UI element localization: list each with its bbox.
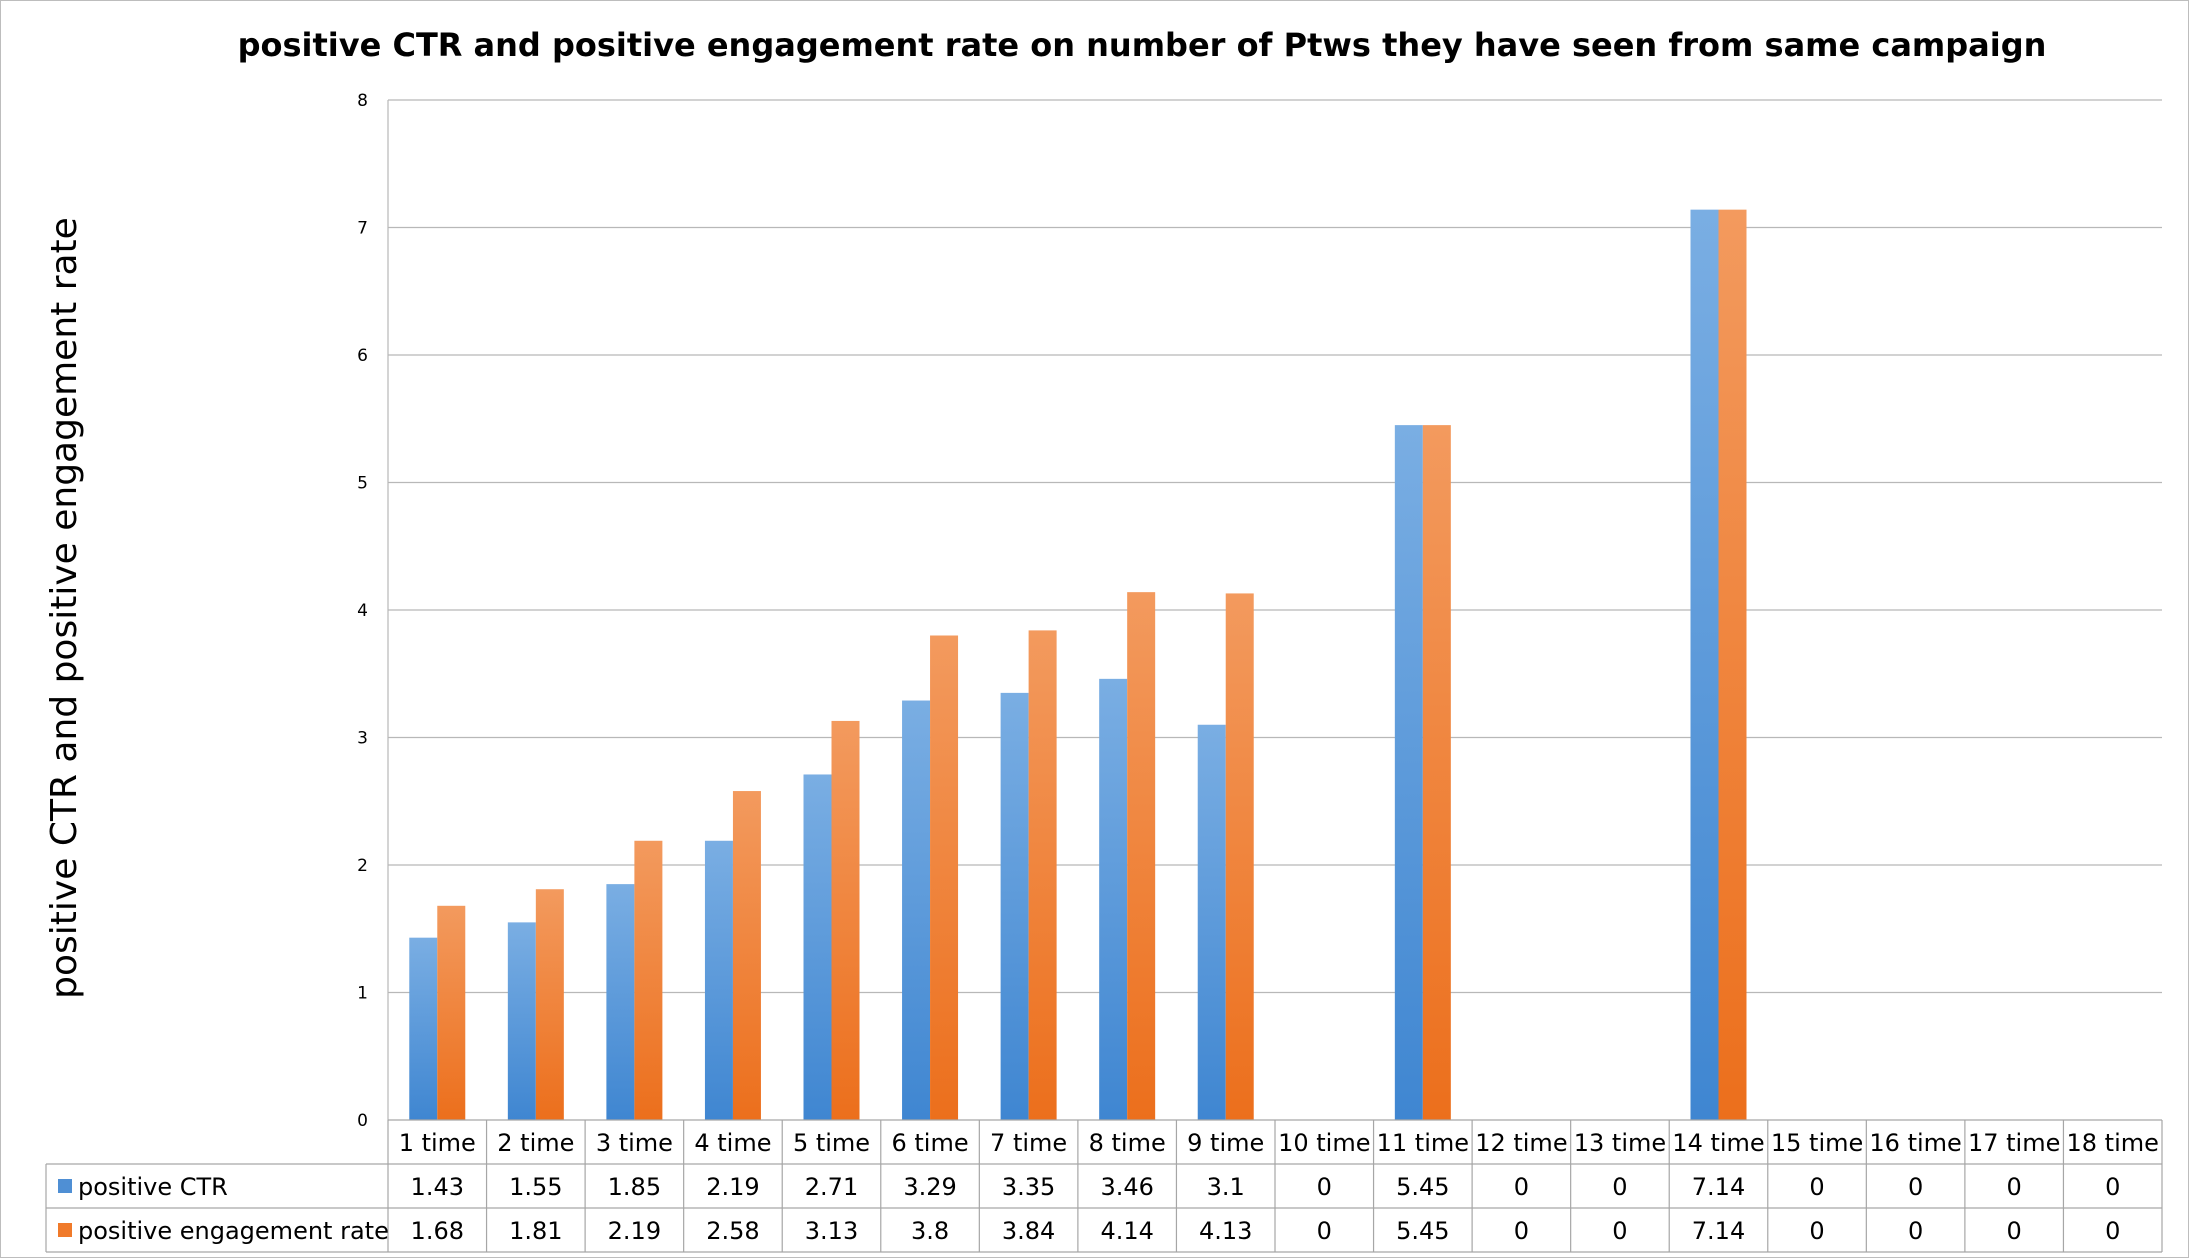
- table-cell-value: 0: [1809, 1173, 1824, 1201]
- y-tick-label: 8: [357, 91, 368, 111]
- bar-positive-engagement-rate: [831, 720, 860, 1120]
- bar-positive-ctr: [1000, 692, 1029, 1120]
- table-cell-value: 3.8: [911, 1217, 949, 1245]
- category-label: 9 time: [1187, 1129, 1264, 1157]
- table-cell-value: 7.14: [1692, 1217, 1745, 1245]
- bar-positive-ctr: [1099, 678, 1128, 1120]
- category-label: 2 time: [497, 1129, 574, 1157]
- bar-positive-ctr: [1197, 724, 1226, 1120]
- bar-positive-ctr: [704, 840, 733, 1120]
- category-label: 3 time: [596, 1129, 673, 1157]
- legend-swatch: [58, 1223, 72, 1237]
- table-cell-value: 0: [1514, 1173, 1529, 1201]
- table-cell-value: 5.45: [1396, 1173, 1449, 1201]
- category-label: 18 time: [2067, 1129, 2159, 1157]
- category-label: 17 time: [1968, 1129, 2060, 1157]
- table-cell-value: 0: [1514, 1217, 1529, 1245]
- y-tick-label: 6: [357, 346, 368, 366]
- table-cell-value: 2.19: [706, 1173, 759, 1201]
- category-label: 8 time: [1089, 1129, 1166, 1157]
- chart-title: positive CTR and positive engagement rat…: [238, 26, 2047, 64]
- bar-positive-engagement-rate: [930, 635, 959, 1120]
- table-cell-value: 3.13: [805, 1217, 858, 1245]
- y-tick-label: 5: [357, 474, 368, 494]
- category-label: 4 time: [694, 1129, 771, 1157]
- table-cell-value: 0: [2007, 1173, 2022, 1201]
- category-label: 11 time: [1377, 1129, 1469, 1157]
- legend-label: positive engagement rate: [78, 1217, 389, 1245]
- y-tick-label: 2: [357, 856, 368, 876]
- table-cell-value: 0: [1612, 1173, 1627, 1201]
- bar-positive-engagement-rate: [1718, 209, 1747, 1120]
- table-cell-value: 3.29: [903, 1173, 956, 1201]
- table-cell-value: 0: [1908, 1173, 1923, 1201]
- table-cell-value: 0: [2105, 1217, 2120, 1245]
- bar-positive-ctr: [507, 922, 536, 1120]
- table-cell-value: 1.55: [509, 1173, 562, 1201]
- category-label: 15 time: [1771, 1129, 1863, 1157]
- y-axis-label: positive CTR and positive engagement rat…: [44, 217, 85, 999]
- table-cell-value: 1.85: [608, 1173, 661, 1201]
- bar-positive-engagement-rate: [1028, 630, 1057, 1120]
- bar-positive-engagement-rate: [1127, 592, 1156, 1120]
- y-tick-label: 4: [357, 601, 368, 621]
- table-cell-value: 3.84: [1002, 1217, 1055, 1245]
- table-cell-value: 0: [1908, 1217, 1923, 1245]
- bar-positive-ctr: [902, 700, 931, 1120]
- bars: [409, 209, 1747, 1120]
- table-cell-value: 0: [2007, 1217, 2022, 1245]
- bar-positive-engagement-rate: [732, 791, 761, 1120]
- category-label: 1 time: [399, 1129, 476, 1157]
- table-cell-value: 2.71: [805, 1173, 858, 1201]
- table-cell-value: 1.43: [411, 1173, 464, 1201]
- category-label: 10 time: [1278, 1129, 1370, 1157]
- legend-swatch: [58, 1179, 72, 1193]
- table-cell-value: 0: [1317, 1217, 1332, 1245]
- table-cell-value: 2.58: [706, 1217, 759, 1245]
- data-table: 1 time 2 time 3 time 4 time 5 time 6 time 7 ti…: [45, 1119, 2163, 1253]
- bar-positive-engagement-rate: [535, 889, 564, 1120]
- y-axis-ticks: 0 1 2 3 4 5 6 7 8: [357, 91, 368, 1131]
- table-cell-value: 1.81: [509, 1217, 562, 1245]
- table-cell-value: 5.45: [1396, 1217, 1449, 1245]
- table-cell-value: 2.19: [608, 1217, 661, 1245]
- y-tick-label: 3: [357, 729, 368, 749]
- gridlines: [387, 99, 2162, 1120]
- bar-positive-engagement-rate: [1225, 593, 1254, 1120]
- table-cell-value: 3.35: [1002, 1173, 1055, 1201]
- table-cell-value: 1.68: [411, 1217, 464, 1245]
- category-label: 7 time: [990, 1129, 1067, 1157]
- legend-label: positive CTR: [78, 1173, 228, 1201]
- y-tick-label: 0: [357, 1111, 368, 1131]
- table-cell-value: 0: [1612, 1217, 1627, 1245]
- category-label: 6 time: [891, 1129, 968, 1157]
- category-label: 5 time: [793, 1129, 870, 1157]
- table-cell-value: 4.14: [1100, 1217, 1153, 1245]
- category-label: 14 time: [1672, 1129, 1764, 1157]
- bar-positive-ctr: [409, 937, 438, 1120]
- table-cell-value: 3.1: [1207, 1173, 1245, 1201]
- y-tick-label: 7: [357, 219, 368, 239]
- bar-positive-engagement-rate: [437, 905, 466, 1120]
- table-cell-value: 7.14: [1692, 1173, 1745, 1201]
- table-cell-value: 0: [2105, 1173, 2120, 1201]
- table-cell-value: 3.46: [1100, 1173, 1153, 1201]
- bar-positive-engagement-rate: [634, 840, 663, 1120]
- category-label: 13 time: [1574, 1129, 1666, 1157]
- bar-positive-ctr: [1394, 425, 1423, 1120]
- table-cell-value: 0: [1809, 1217, 1824, 1245]
- bar-positive-ctr: [606, 884, 635, 1120]
- category-label: 16 time: [1869, 1129, 1961, 1157]
- table-cell-value: 4.13: [1199, 1217, 1252, 1245]
- y-tick-label: 1: [357, 984, 368, 1004]
- category-label: 12 time: [1475, 1129, 1567, 1157]
- table-cell-value: 0: [1317, 1173, 1332, 1201]
- bar-positive-ctr: [1690, 209, 1719, 1120]
- bar-positive-engagement-rate: [1422, 425, 1451, 1120]
- bar-positive-ctr: [803, 774, 832, 1120]
